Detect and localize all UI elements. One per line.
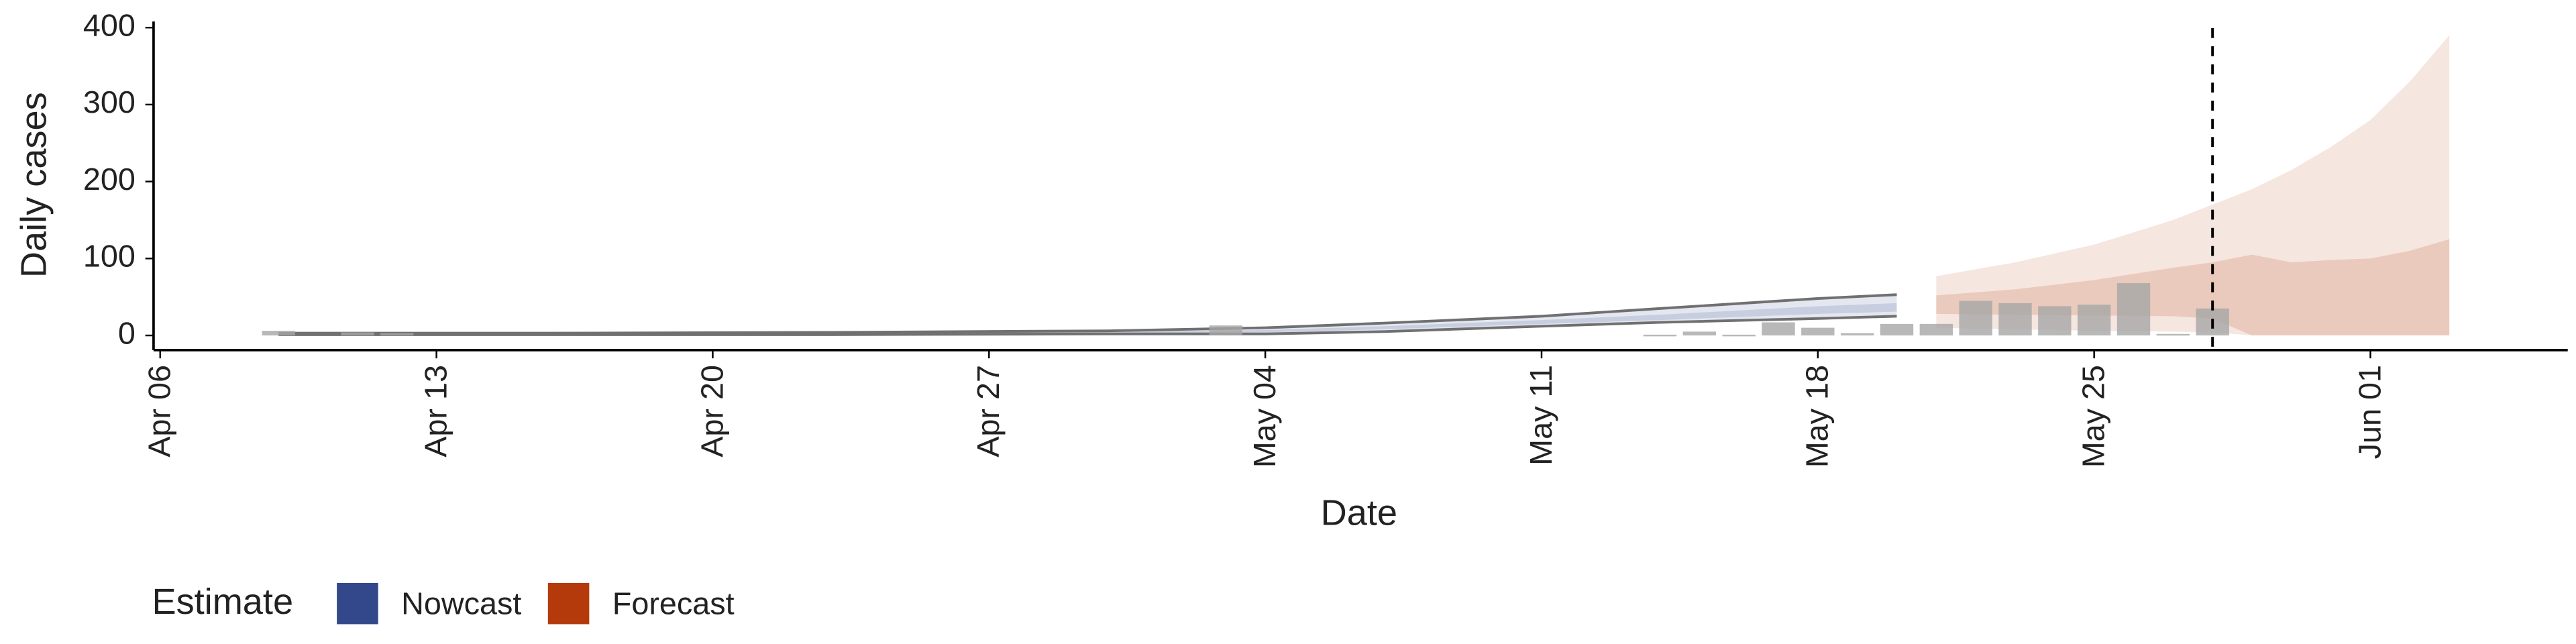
case-bar bbox=[1801, 327, 1835, 336]
x-tick-label: Apr 27 bbox=[971, 365, 1006, 458]
legend-swatch bbox=[337, 582, 378, 625]
estimate-band bbox=[278, 294, 1897, 335]
legend-label: Nowcast bbox=[401, 586, 521, 621]
x-tick-label: Apr 13 bbox=[418, 365, 453, 458]
y-tick-label: 400 bbox=[83, 8, 136, 43]
x-tick-label: May 11 bbox=[1523, 365, 1558, 466]
case-bar bbox=[262, 331, 295, 336]
y-tick-label: 100 bbox=[83, 239, 136, 274]
case-bar bbox=[1643, 334, 1677, 337]
estimate-band bbox=[278, 303, 1897, 335]
case-bar bbox=[1682, 331, 1717, 336]
estimate-band bbox=[1936, 35, 2450, 336]
x-tick-label: Apr 06 bbox=[142, 365, 177, 458]
case-bar bbox=[2077, 305, 2111, 336]
x-tick-label: Apr 20 bbox=[694, 365, 729, 458]
case-bar bbox=[1209, 325, 1243, 336]
y-tick-label: 200 bbox=[83, 162, 136, 197]
band-bound bbox=[278, 293, 1897, 335]
case-bar bbox=[1840, 333, 1874, 336]
case-bar bbox=[1919, 323, 1953, 336]
case-bar bbox=[2156, 333, 2190, 336]
y-tick-label: 0 bbox=[118, 315, 136, 350]
x-tick-label: May 18 bbox=[1800, 365, 1835, 468]
case-bar bbox=[1959, 301, 1992, 336]
y-tick-label: 300 bbox=[83, 85, 136, 119]
band-bound bbox=[278, 315, 1897, 336]
case-bar bbox=[1762, 322, 1795, 336]
case-bar bbox=[2038, 306, 2072, 336]
y-axis-title: Daily cases bbox=[13, 92, 54, 278]
x-axis-title: Date bbox=[1321, 492, 1397, 533]
x-tick-label: May 04 bbox=[1247, 365, 1282, 468]
case-bar bbox=[2116, 283, 2151, 336]
case-bar bbox=[1880, 323, 1914, 336]
x-tick-label: May 25 bbox=[2076, 365, 2110, 468]
case-bar bbox=[341, 332, 374, 336]
case-bar bbox=[1722, 334, 1756, 337]
legend-swatch bbox=[547, 582, 590, 625]
case-bar bbox=[380, 333, 414, 336]
case-bar bbox=[1998, 303, 2032, 336]
legend-title: Estimate bbox=[152, 582, 293, 622]
legend-label: Forecast bbox=[612, 586, 735, 621]
x-tick-label: Jun 01 bbox=[2352, 365, 2387, 459]
